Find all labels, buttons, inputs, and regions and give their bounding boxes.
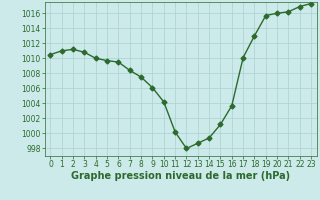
X-axis label: Graphe pression niveau de la mer (hPa): Graphe pression niveau de la mer (hPa)	[71, 171, 290, 181]
